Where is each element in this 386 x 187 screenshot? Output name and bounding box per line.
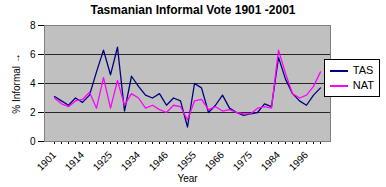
svg-text:2: 2 [30, 107, 36, 118]
svg-text:1966: 1966 [203, 149, 227, 173]
svg-text:1934: 1934 [119, 149, 143, 173]
html-text:Tasmanian Informal Vote 1901 -: Tasmanian Informal Vote 1901 -2001 [90, 3, 296, 17]
svg-text:8: 8 [30, 20, 36, 31]
svg-text:1946: 1946 [147, 149, 171, 173]
svg-text:Year: Year [177, 173, 198, 184]
svg-text:6: 6 [30, 49, 36, 60]
html-text:NAT: NAT [352, 79, 374, 91]
svg-text:1925: 1925 [91, 149, 115, 173]
svg-text:0: 0 [30, 136, 36, 147]
svg-text:1914: 1914 [63, 149, 87, 173]
svg-text:1984: 1984 [259, 149, 283, 173]
svg-text:4: 4 [30, 78, 36, 89]
svg-text:1996: 1996 [287, 149, 311, 173]
html-text:TAS: TAS [352, 64, 374, 76]
svg-text:1901: 1901 [35, 149, 59, 173]
svg-text:1955: 1955 [175, 149, 199, 173]
svg-text:% Informal →: % Informal → [11, 53, 22, 114]
svg-text:1975: 1975 [231, 149, 255, 173]
